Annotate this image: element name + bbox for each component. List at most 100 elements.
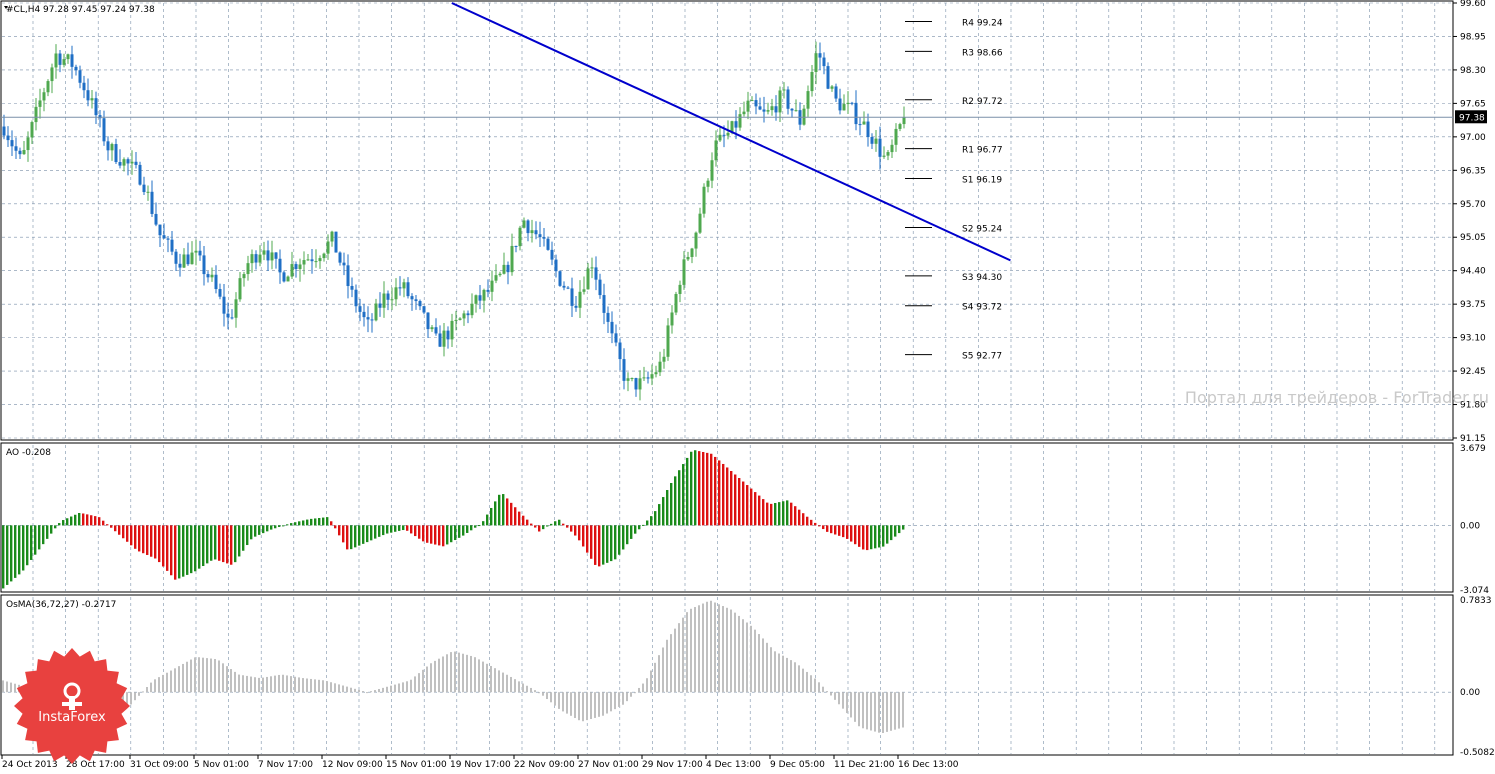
time-tick-label: 29 Nov 17:00 [642,760,703,770]
pivot-label: R1 96.77 [962,146,1003,156]
osma-bar [706,601,708,693]
candle-body [22,150,26,155]
osma-bar [654,662,656,693]
candle-body [222,296,226,314]
candle-body [674,293,678,313]
ao-bar [550,523,553,526]
ao-bar [426,525,429,543]
candle-body [710,160,714,181]
candle-body [38,100,42,107]
logo-text: InstaForex [38,710,106,725]
ao-bar [554,521,557,526]
candle-body [770,106,774,111]
ao-bar [770,503,773,526]
candle-body [470,303,474,316]
osma-bar [746,622,748,693]
candle-body [734,121,738,128]
osma-bar [206,658,208,693]
osma-bar [214,658,216,693]
candle-body [694,232,698,249]
ao-bar [298,521,301,526]
pivot-label: S5 92.77 [962,352,1002,362]
candle-body [250,254,254,264]
current-price-tag [1455,110,1487,124]
osma-bar [346,686,348,693]
osma-bar [414,676,416,693]
osma-bar [442,656,444,693]
osma-bar [342,685,344,693]
candle-body [486,289,490,292]
osma-bar [434,660,436,693]
osma-bar [10,682,12,693]
osma-bar [238,674,240,693]
ao-bar [466,525,469,533]
candle-body [498,273,502,276]
candle-body [386,293,390,300]
osma-bar [750,625,752,693]
ao-bar [754,492,757,526]
ao-bar [322,517,325,526]
candle-body [602,295,606,313]
osma-bar [14,683,16,693]
osma-bar [322,680,324,693]
candle-body [482,289,486,301]
ao-bar [282,525,285,527]
ao-bar [274,525,277,529]
pivot-label: S3 94.30 [962,273,1002,283]
ao-bar [82,513,85,526]
time-tick-label: 16 Dec 13:00 [898,760,959,770]
ao-bar [198,525,201,569]
osma-bar [890,692,892,731]
candle-body [454,319,458,321]
osma-bar [670,634,672,693]
osma-bar [542,692,544,696]
osma-bar [202,657,204,693]
trendline[interactable] [451,2,1011,262]
osma-bar [178,666,180,693]
osma-bar [510,676,512,693]
candle-body [782,89,786,91]
ao-bar [86,514,89,526]
candle-body [374,303,378,321]
ao-panel-label: AO -0.208 [6,448,51,458]
candle-body [402,282,406,289]
osma-bar [778,653,780,693]
candle-body [538,234,542,238]
osma-bar [130,692,132,705]
candle-body [542,237,546,239]
ao-bar [126,525,129,542]
candle-body [118,162,122,166]
ao-bar [722,463,725,526]
ao-bar [242,525,245,551]
candle-body [126,159,130,164]
ao-bar [234,525,237,563]
osma-bar [430,663,432,693]
ao-bar [338,525,341,536]
osma-bar [462,653,464,693]
ao-bar [154,525,157,559]
ao-bar [250,525,253,540]
candle-body [830,86,834,89]
candle-body [158,224,162,236]
ao-bar [346,525,349,550]
ao-bar [766,502,769,526]
osma-bar [538,692,540,694]
pivot-label: R4 99.24 [962,19,1003,29]
dropdown-arrow-icon[interactable] [4,6,8,9]
price-tick-label: 95.70 [1460,200,1486,210]
candle-body [594,267,598,280]
ao-bar [734,474,737,526]
price-tick-label: 96.35 [1460,166,1486,176]
ao-bar [362,525,365,544]
candle-body [582,289,586,292]
ao-bar [850,525,853,542]
osma-bar [2,680,4,693]
osma-bar [874,692,876,732]
candle-body [546,238,550,250]
ao-bar [394,525,397,532]
osma-bar [242,675,244,693]
ao-bar [230,525,233,565]
candle-body [138,164,142,185]
candle-body [198,250,202,256]
candle-body [394,287,398,300]
